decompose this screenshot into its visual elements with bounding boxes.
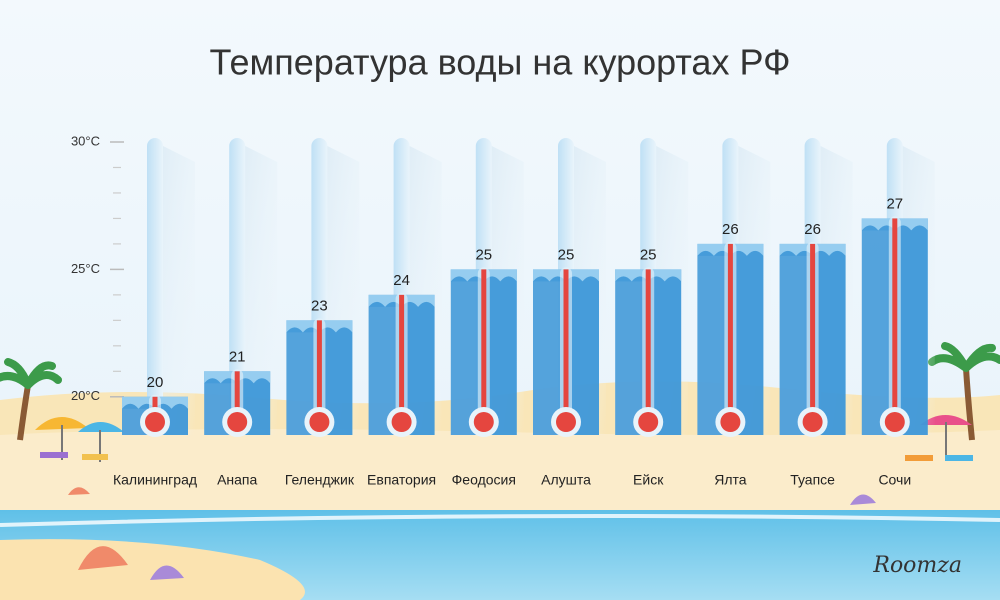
palm-left bbox=[0, 358, 62, 441]
bulb bbox=[145, 412, 165, 432]
x-tick-label: Евпатория bbox=[367, 472, 436, 488]
tube bbox=[229, 138, 246, 431]
bulb bbox=[473, 412, 494, 432]
surf bbox=[0, 514, 1000, 527]
shore bbox=[0, 539, 305, 600]
x-tick-label: Анапа bbox=[217, 472, 257, 488]
x-tick-label: Геленджик bbox=[285, 472, 355, 488]
bulb bbox=[309, 412, 330, 432]
y-tick-label: 25°C bbox=[71, 261, 100, 276]
bulb bbox=[802, 412, 823, 432]
bulb bbox=[391, 412, 412, 432]
tube-shadow bbox=[155, 142, 195, 435]
mercury bbox=[563, 269, 569, 422]
mercury bbox=[892, 218, 898, 422]
value-label: 26 bbox=[722, 221, 739, 238]
tube-shadow bbox=[237, 142, 278, 435]
mercury bbox=[481, 269, 487, 422]
palm-right bbox=[928, 342, 1000, 441]
value-label: 25 bbox=[475, 246, 492, 263]
y-tick-label: 20°C bbox=[71, 388, 100, 403]
bulb bbox=[227, 412, 248, 432]
umbrella-left bbox=[35, 416, 124, 462]
bulb bbox=[720, 412, 741, 432]
mercury bbox=[399, 294, 405, 422]
x-tick-label: Туапсе bbox=[790, 472, 835, 488]
x-tick-label: Ейск bbox=[633, 472, 664, 488]
y-tick-label: 30°C bbox=[71, 133, 100, 148]
x-tick-label: Феодосия bbox=[452, 472, 516, 488]
x-tick-label: Алушта bbox=[541, 472, 591, 488]
bulb bbox=[556, 412, 576, 432]
bulb bbox=[638, 412, 659, 432]
chart-title: Температура воды на курортах РФ bbox=[210, 42, 791, 83]
bulb bbox=[884, 412, 905, 432]
value-label: 25 bbox=[640, 246, 657, 263]
mercury bbox=[234, 371, 240, 422]
x-tick-label: Сочи bbox=[878, 472, 911, 488]
value-label: 20 bbox=[147, 374, 164, 391]
value-label: 25 bbox=[558, 246, 575, 263]
value-label: 21 bbox=[229, 348, 246, 365]
value-label: 23 bbox=[311, 297, 328, 314]
shell bbox=[68, 487, 876, 580]
brand-logo: Roomza bbox=[872, 553, 962, 578]
mercury bbox=[645, 269, 651, 422]
value-label: 24 bbox=[393, 272, 410, 289]
value-label: 27 bbox=[886, 195, 903, 212]
sand-light bbox=[0, 429, 1000, 515]
x-tick-label: Ялта bbox=[714, 472, 747, 488]
mercury bbox=[810, 243, 816, 422]
mercury bbox=[727, 243, 733, 422]
value-label: 26 bbox=[804, 221, 821, 238]
x-tick-label: Калининград bbox=[113, 472, 197, 488]
tube bbox=[147, 138, 163, 431]
mercury bbox=[316, 320, 322, 422]
